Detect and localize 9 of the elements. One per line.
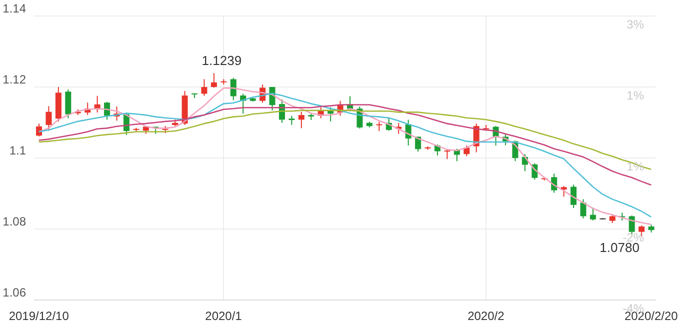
annotation: 1.1239 bbox=[202, 53, 242, 68]
x-tick-label: 2020/1 bbox=[205, 309, 242, 323]
x-tick-label: 2020/2 bbox=[468, 309, 505, 323]
x-tick-label: 2019/12/10 bbox=[8, 309, 70, 323]
y-tick-label: 1.06 bbox=[2, 285, 26, 300]
y-tick-label: 1.12 bbox=[2, 72, 26, 86]
y-tick-label: 1.1 bbox=[9, 143, 26, 158]
y-tick-label: 1.08 bbox=[2, 214, 26, 228]
y-tick-label: 1.14 bbox=[2, 1, 26, 16]
